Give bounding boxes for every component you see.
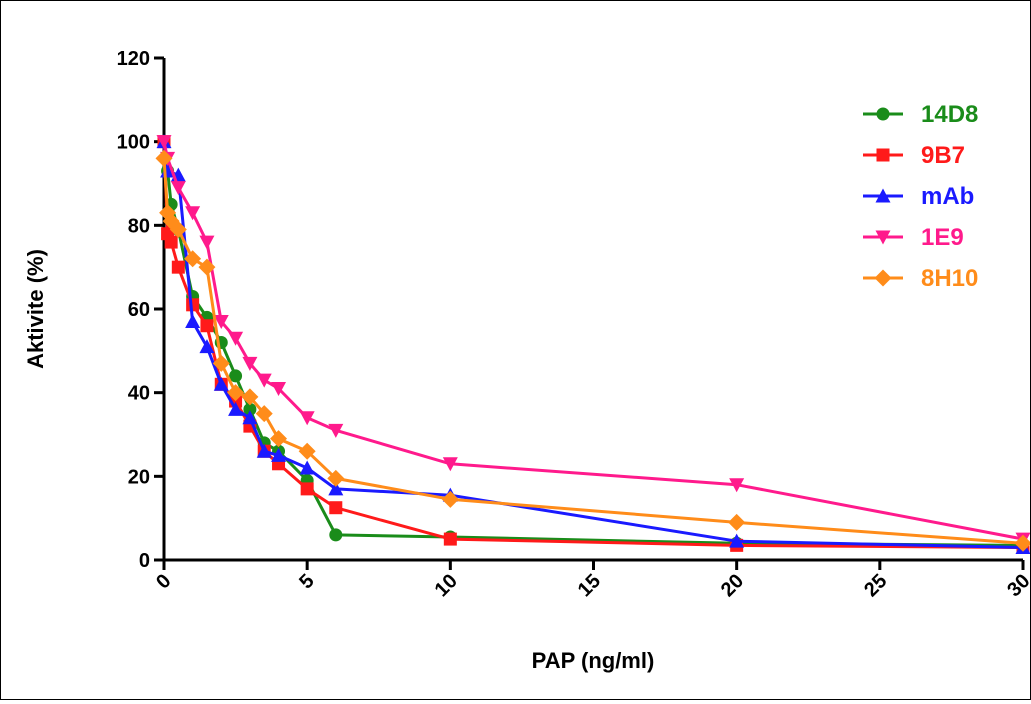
legend-marker-8h10 (874, 269, 892, 287)
data-point-8h10 (169, 221, 187, 239)
data-point-mab (271, 447, 287, 462)
data-point-1e9 (271, 381, 287, 396)
data-point-8h10 (298, 442, 316, 460)
data-point-8h10 (198, 258, 216, 276)
series-8h10 (155, 149, 1031, 552)
data-point-1e9 (185, 206, 201, 221)
x-tick-label: 15 (574, 570, 605, 601)
data-point-mab (185, 314, 201, 329)
data-point-14d8 (329, 528, 343, 542)
data-point-14d8 (243, 402, 257, 416)
data-point-mab (199, 339, 215, 354)
data-point-1e9 (242, 356, 258, 371)
legend-marker-9b7 (876, 148, 890, 162)
legend-label-mab: mAb (921, 183, 974, 210)
data-point-1e9 (170, 181, 186, 196)
data-point-mab (213, 376, 229, 391)
series-line-14d8 (162, 141, 1024, 547)
series-9b7 (157, 135, 1030, 554)
legend-item-14d8: 14D8 (863, 101, 978, 128)
data-point-8h10 (728, 513, 746, 531)
legend-label-1e9: 1E9 (921, 224, 964, 251)
series-line-1e9 (162, 141, 1024, 541)
y-tick-label: 40 (128, 383, 150, 405)
data-point-9b7 (443, 532, 457, 546)
legend-label-9b7: 9B7 (921, 142, 965, 169)
data-point-1e9 (299, 411, 315, 426)
data-point-8h10 (441, 490, 459, 508)
axes (162, 58, 1023, 562)
data-point-8h10 (184, 250, 202, 268)
x-tick-label: 20 (717, 570, 748, 601)
x-axis-label: PAP (ng/ml) (532, 648, 655, 673)
legend-label-8h10: 8H10 (921, 265, 978, 292)
x-tick-label: 5 (295, 570, 318, 593)
data-point-mab (256, 443, 272, 458)
data-point-9b7 (164, 235, 178, 249)
data-point-8h10 (270, 430, 288, 448)
series-line-mab (162, 141, 1024, 549)
x-tick-label: 10 (431, 570, 462, 601)
series-line-9b7 (162, 141, 1024, 549)
x-tick-label: 25 (860, 570, 891, 601)
legend-marker-14d8 (876, 107, 890, 121)
x-tick-label: 30 (1003, 570, 1030, 601)
legend-item-9b7: 9B7 (863, 142, 965, 169)
y-tick-label: 20 (128, 466, 150, 488)
data-point-8h10 (255, 405, 273, 423)
y-tick-label: 120 (117, 48, 150, 70)
data-point-9b7 (329, 501, 343, 515)
data-point-8h10 (241, 388, 259, 406)
y-axis-ticks: 0 20 40 60 80 100 120 (117, 48, 164, 572)
series-layer (155, 134, 1031, 554)
data-point-1e9 (213, 315, 229, 330)
series-14d8 (157, 135, 1030, 552)
data-point-1e9 (256, 373, 272, 388)
y-tick-label: 100 (117, 132, 150, 154)
data-point-mab (242, 410, 258, 425)
legend-item-8h10: 8H10 (863, 265, 978, 292)
data-point-8h10 (327, 469, 345, 487)
data-point-1e9 (328, 423, 344, 438)
y-tick-label: 80 (128, 215, 150, 237)
y-axis-label: Aktivite (%) (23, 249, 48, 369)
data-point-mab (299, 460, 315, 475)
data-point-8h10 (155, 149, 173, 167)
legend-item-1e9: 1E9 (863, 224, 964, 251)
data-point-8h10 (212, 354, 230, 372)
data-point-9b7 (200, 319, 214, 333)
legend-marker-mab (875, 188, 891, 203)
data-point-8h10 (1014, 534, 1031, 552)
data-point-9b7 (171, 260, 185, 274)
data-point-14d8 (229, 369, 243, 383)
series-line-8h10 (162, 158, 1024, 545)
series-1e9 (156, 135, 1031, 547)
legend-item-mab: mAb (863, 183, 974, 210)
y-tick-label: 60 (128, 299, 150, 321)
y-tick-label: 0 (139, 550, 150, 572)
data-point-mab (729, 533, 745, 548)
data-point-1e9 (442, 457, 458, 472)
x-axis-ticks: 0 5 10 15 20 25 30 (152, 560, 1031, 601)
legend-label-14d8: 14D8 (921, 101, 978, 128)
data-point-mab (328, 481, 344, 496)
data-point-1e9 (156, 135, 172, 150)
data-point-8h10 (227, 384, 245, 402)
data-point-1e9 (729, 478, 745, 493)
data-point-1e9 (228, 331, 244, 346)
data-point-1e9 (199, 235, 215, 250)
x-tick-label: 0 (152, 570, 175, 593)
data-point-9b7 (300, 482, 314, 496)
data-point-mab (228, 401, 244, 416)
legend-marker-1e9 (875, 230, 891, 245)
legend: 14D8 9B7 mAb 1E9 8H10 (863, 101, 978, 292)
